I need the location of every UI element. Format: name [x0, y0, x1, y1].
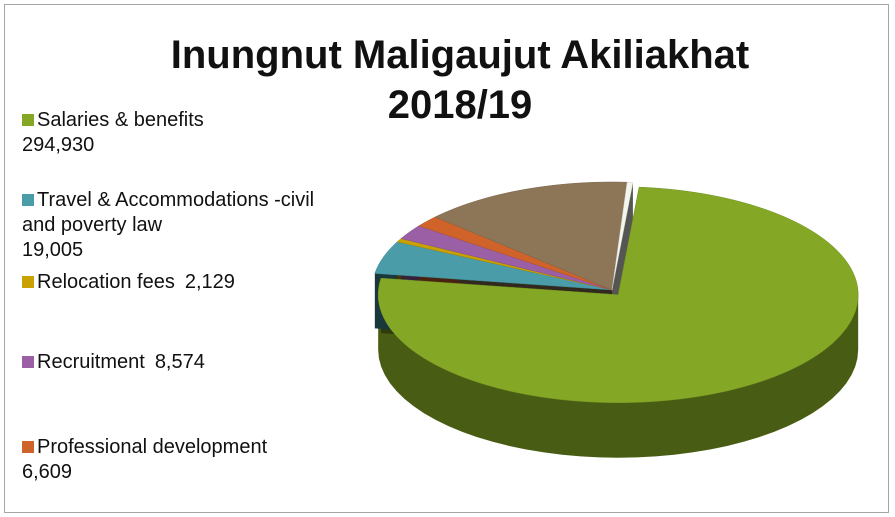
slice	[400, 225, 613, 291]
legend-label: Salaries & benefits	[37, 109, 204, 131]
legend-swatch	[22, 441, 34, 453]
slice	[418, 216, 613, 291]
legend-value: 6,609	[22, 461, 73, 483]
legend-item: Professional development 6,609	[22, 435, 342, 485]
slice	[611, 181, 634, 291]
legend-swatch	[22, 276, 34, 288]
frame	[4, 4, 889, 513]
chart-title: Inungnut Maligaujut Akiliakhat 2018/19	[170, 33, 750, 127]
slice	[377, 186, 859, 403]
legend-swatch	[22, 356, 34, 368]
legend-swatch	[22, 114, 34, 126]
legend-value: 294,930	[22, 134, 95, 156]
legend-label: Recruitment	[37, 351, 145, 373]
legend-item: Travel & Accommodations -civil and pover…	[22, 188, 342, 263]
legend-item: Recruitment 8,574	[22, 350, 342, 375]
legend-value: 2,129	[184, 271, 235, 293]
slice-side	[378, 294, 859, 458]
legend-label: Travel & Accommodations -civil and pover…	[22, 189, 315, 236]
legend-label: Relocation fees	[37, 271, 175, 293]
legend-label: Professional development	[37, 436, 268, 458]
legend-value: 19,005	[22, 239, 84, 261]
legend-item: Salaries & benefits 294,930	[22, 108, 342, 158]
legend-swatch	[22, 194, 34, 206]
slice	[374, 241, 613, 291]
legend-item: Relocation fees 2,129	[22, 270, 342, 295]
legend-value: 8,574	[154, 351, 205, 373]
slice	[434, 181, 628, 291]
